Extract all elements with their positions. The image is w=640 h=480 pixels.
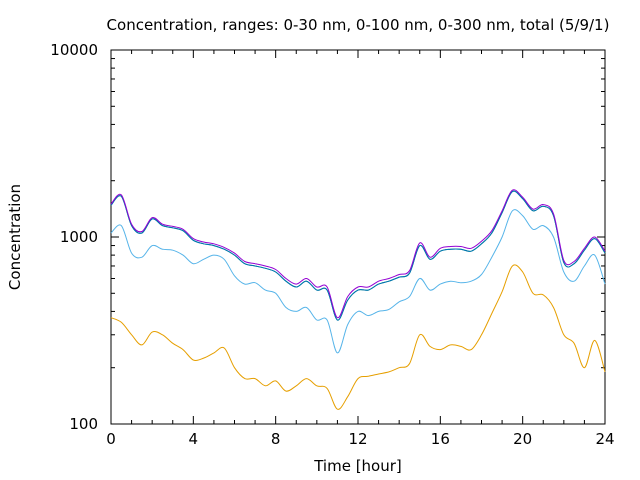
series-line-1 <box>110 209 606 354</box>
y-axis-label: Concentration <box>6 184 24 290</box>
series-line-4 <box>110 189 606 319</box>
chart-title: Concentration, ranges: 0-30 nm, 0-100 nm… <box>107 16 610 34</box>
series-line-2 <box>110 190 606 321</box>
x-tick-label: 24 <box>595 430 614 448</box>
x-tick-label: 0 <box>106 430 116 448</box>
x-tick-label: 12 <box>348 430 367 448</box>
series-line-0 <box>110 264 606 410</box>
y-tick-label: 100 <box>69 415 98 433</box>
x-tick-label: 16 <box>431 430 450 448</box>
x-tick-label: 4 <box>189 430 199 448</box>
x-tick-label: 20 <box>513 430 532 448</box>
series-group <box>110 189 606 410</box>
x-axis-label: Time [hour] <box>313 457 402 475</box>
y-tick-label: 10000 <box>50 41 98 59</box>
x-axis: 0 4 8 12 16 20 24 <box>106 50 615 448</box>
y-axis: 100 1000 10000 <box>50 41 605 433</box>
plot-frame <box>110 49 606 425</box>
series-line-3 <box>110 190 606 321</box>
y-tick-label: 1000 <box>60 228 98 246</box>
x-tick-label: 8 <box>271 430 281 448</box>
